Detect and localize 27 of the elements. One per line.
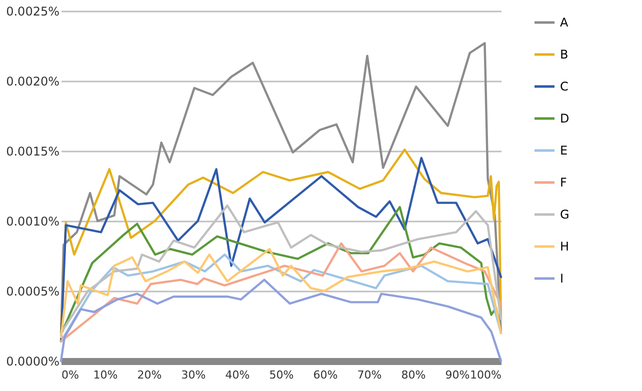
y-tick-label: 0.0015% (6, 144, 60, 158)
legend-label: C (560, 80, 568, 94)
legend-label: D (560, 112, 570, 126)
x-tick-label: 90% (445, 368, 470, 382)
x-tick-label: 50% (269, 368, 294, 382)
x-tick-label: 30% (181, 368, 206, 382)
x-tick-label: 60% (313, 368, 338, 382)
legend-label: F (560, 176, 567, 190)
y-tick-label: 0.0025% (6, 4, 60, 18)
x-tick-label: 100% (470, 368, 502, 382)
legend-label: A (560, 16, 569, 30)
legend-label: B (560, 48, 568, 62)
line-series (60, 278, 502, 362)
legend-label: I (560, 272, 564, 286)
y-tick-label: 0.0020% (6, 74, 60, 88)
y-tick-label: 0.0005% (6, 284, 60, 298)
x-tick-label: 40% (225, 368, 250, 382)
legend-label: G (560, 208, 570, 222)
x-tick-label: 20% (137, 368, 162, 382)
legend-label: E (560, 144, 568, 158)
x-tick-label: 0% (62, 368, 79, 382)
x-tick-label: 80% (401, 368, 426, 382)
y-tick-label: 0.0000% (6, 354, 60, 368)
y-tick-label: 0.0010% (6, 214, 60, 228)
x-tick-label: 70% (357, 368, 382, 382)
x-tick-label: 10% (93, 368, 118, 382)
legend-label: H (560, 240, 570, 254)
